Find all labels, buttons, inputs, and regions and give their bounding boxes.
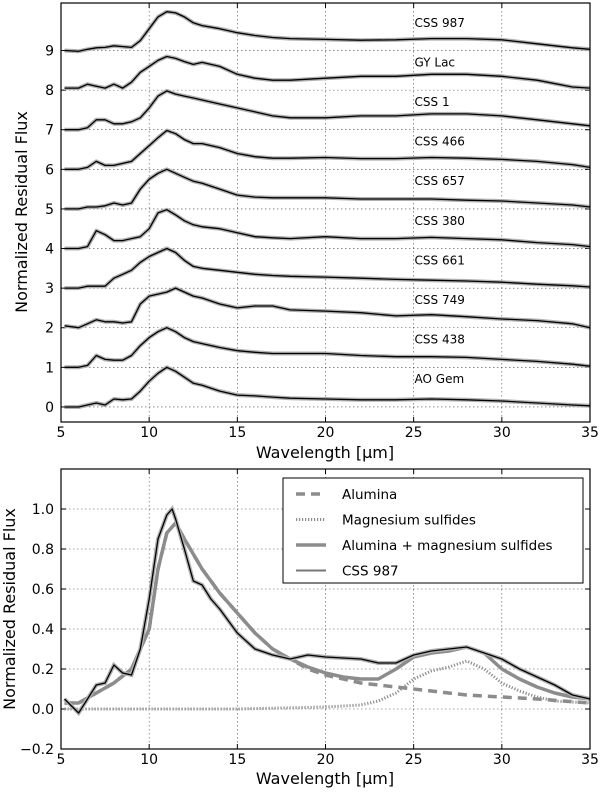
bottom-panel-model-fit: 5 10 15 20 25 30 35 −0.2 0.0 0.2 0.4 0.6 0.8 1.0 Alumi…	[20, 468, 599, 768]
bottom-y-tick-label: 0.0	[32, 702, 54, 718]
spectrum-css-657: CSS 657	[64, 167, 591, 211]
top-y-tick-label: 8	[45, 83, 54, 99]
spectrum-gy-lac: GY Lac	[64, 54, 591, 91]
spectrum-css-1: CSS 1	[64, 88, 591, 132]
spectrum-label: CSS 466	[415, 135, 465, 149]
curve-alumina-magnesium-sulfides	[64, 521, 591, 705]
top-y-tick-label: 2	[45, 321, 54, 337]
spectrum-css-749: CSS 749	[64, 286, 591, 330]
top-y-axis-label: Normalized Residual Flux	[12, 111, 31, 313]
top-y-tick-label: 1	[45, 360, 54, 376]
top-x-tick-label: 35	[581, 425, 599, 441]
bottom-x-axis-label: Wavelength [μm]	[256, 769, 394, 788]
bottom-x-tick-label: 15	[228, 752, 246, 768]
top-y-tick-label: 3	[45, 281, 54, 297]
top-x-tick-label: 25	[405, 425, 423, 441]
spectrum-uncertainty-band	[64, 167, 591, 211]
spectrum-label: CSS 380	[415, 214, 465, 228]
spectrum-label: CSS 749	[415, 293, 465, 307]
legend-entry: Magnesium sulfides	[342, 513, 476, 529]
spectrum-css-466: CSS 466	[64, 128, 591, 172]
spectrum-uncertainty-band	[64, 9, 591, 54]
bottom-x-tick-label: 20	[317, 752, 335, 768]
top-x-tick-label: 10	[140, 425, 158, 441]
bottom-y-tick-label: 0.6	[32, 582, 54, 598]
top-plot-frame	[60, 2, 591, 423]
top-x-tick-label: 30	[493, 425, 511, 441]
spectrum-uncertainty-band	[64, 88, 591, 132]
spectrum-line	[64, 90, 591, 131]
top-y-tick-label: 6	[45, 162, 54, 178]
top-y-tick-label: 5	[45, 202, 54, 218]
bottom-y-axis-label: Normalized Residual Flux	[0, 508, 19, 710]
spectrum-css-987: CSS 987	[64, 9, 591, 54]
top-panel-stacked-spectra: 5 10 15 20 25 30 35 0 1 2 3 4 5 6 7 8 9 CSS 987 GY Lac CSS …	[45, 2, 599, 441]
spectrum-line	[64, 11, 591, 52]
bottom-x-tick-label: 30	[493, 752, 511, 768]
bottom-y-tick-label: 0.8	[32, 542, 54, 558]
bottom-x-tick-label: 35	[581, 752, 599, 768]
top-x-tick-label: 5	[57, 425, 66, 441]
spectrum-uncertainty-band	[64, 207, 591, 251]
bottom-plot-frame	[60, 468, 591, 750]
spectrum-css-661: CSS 661	[64, 246, 591, 291]
bottom-y-tick-label: 1.0	[32, 502, 54, 518]
spectrum-line	[64, 366, 591, 408]
bottom-x-tick-label: 25	[405, 752, 423, 768]
legend-box	[282, 477, 584, 584]
bottom-y-tick-label: −0.2	[20, 742, 54, 758]
legend: Alumina Magnesium sulfides Alumina + magne…	[282, 477, 584, 584]
spectrum-label: AO Gem	[415, 372, 465, 386]
top-y-tick-label: 9	[45, 44, 54, 60]
bottom-y-tick-label: 0.4	[32, 622, 54, 638]
curve-magnesium-sulfides	[64, 659, 591, 711]
spectrum-line	[64, 209, 591, 250]
spectrum-uncertainty-band	[64, 286, 591, 330]
spectrum-uncertainty-band	[64, 325, 591, 370]
top-y-tick-label: 7	[45, 123, 54, 139]
spectrum-line	[64, 129, 591, 170]
curve-css-987	[64, 508, 591, 714]
bottom-x-tick-label: 10	[140, 752, 158, 768]
spectrum-css-380: CSS 380	[64, 207, 591, 251]
top-x-tick-label: 20	[317, 425, 335, 441]
legend-entry: Alumina + magnesium sulfides	[342, 538, 553, 554]
spectrum-css-438: CSS 438	[64, 325, 591, 370]
spectrum-uncertainty-band	[64, 54, 591, 91]
top-y-tick-label: 0	[45, 400, 54, 416]
top-y-tick-label: 4	[45, 242, 54, 258]
spectrum-uncertainty-band	[64, 128, 591, 172]
legend-entry: CSS 987	[342, 564, 399, 580]
spectrum-line	[64, 55, 591, 89]
spectrum-line	[64, 287, 591, 329]
spectrum-label: CSS 987	[415, 16, 465, 30]
legend-entry: Alumina	[342, 487, 397, 503]
spectrum-label: GY Lac	[415, 55, 455, 69]
spectrum-label: CSS 438	[415, 333, 465, 347]
bottom-y-tick-label: 0.2	[32, 662, 54, 678]
spectrum-label: CSS 661	[415, 253, 465, 267]
bottom-x-tick-label: 5	[57, 752, 66, 768]
spectrum-line	[64, 247, 591, 289]
spectrum-line	[64, 327, 591, 368]
spectrum-label: CSS 657	[415, 174, 465, 188]
spectrum-line	[64, 168, 591, 210]
spectrum-label: CSS 1	[415, 95, 450, 109]
top-x-axis-label: Wavelength [μm]	[256, 443, 394, 462]
spectrum-ao-gem: AO Gem	[64, 365, 591, 409]
top-x-tick-label: 15	[228, 425, 246, 441]
